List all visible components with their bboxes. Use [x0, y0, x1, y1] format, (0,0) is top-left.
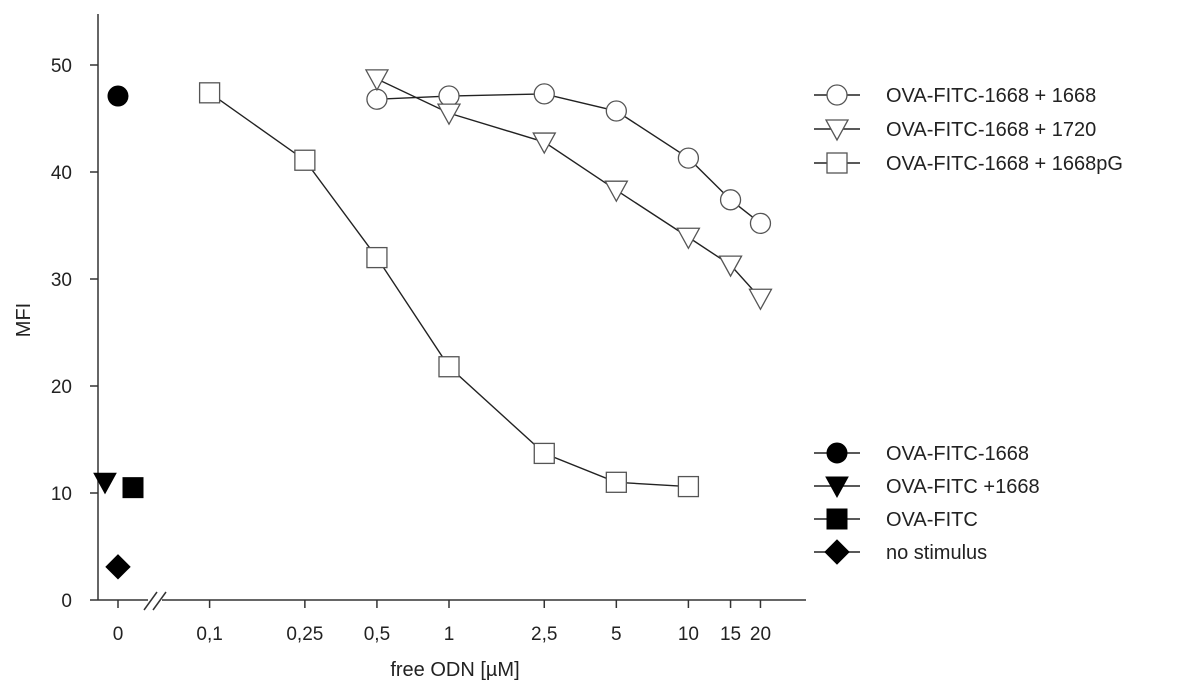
legend-label: no stimulus [886, 542, 987, 564]
data-point [438, 85, 460, 107]
series-group [366, 83, 772, 235]
y-tick-label: 0 [61, 591, 72, 612]
data-point [748, 288, 773, 311]
series-line [376, 78, 761, 299]
x-tick-label: 0 [113, 624, 124, 645]
legend-marker [826, 84, 848, 106]
y-tick-label: 50 [51, 56, 72, 77]
legend-item: OVA-FITC-1668 + 1668pG [814, 152, 1123, 175]
series-group [364, 69, 773, 311]
y-tick-label: 40 [51, 163, 72, 184]
control-data-point [122, 477, 144, 499]
y-axis-ticks: 0 10 20 30 40 50 [51, 56, 98, 612]
x-tick-label: 20 [750, 624, 771, 645]
x-tick-label: 0,5 [364, 624, 390, 645]
data-point [364, 69, 390, 92]
x-tick-label: 0,1 [196, 624, 222, 645]
data-point [749, 212, 772, 235]
data-point [294, 149, 316, 171]
y-tick-label: 20 [51, 377, 72, 398]
legend-item: no stimulus [814, 539, 987, 565]
x-tick-label: 2,5 [531, 624, 557, 645]
x-axis-label: free ODN [µM] [390, 659, 519, 681]
control-data-point [105, 554, 131, 580]
legend-marker [826, 508, 848, 530]
data-point [366, 246, 388, 269]
legend-item: OVA-FITC-1668 [814, 442, 1029, 465]
data-point [198, 82, 221, 104]
legend-item: OVA-FITC [814, 508, 978, 531]
x-tick-label: 5 [611, 624, 622, 645]
legend-marker [826, 442, 848, 464]
series-group [198, 82, 700, 498]
legend-controls: OVA-FITC-1668 OVA-FITC +1668 OVA-FITC no st… [814, 442, 1040, 565]
x-tick-label: 1 [444, 624, 455, 645]
y-tick-label: 30 [51, 270, 72, 291]
data-point [436, 103, 462, 126]
data-point [366, 88, 388, 110]
control-data-point [107, 85, 129, 107]
legend-label: OVA-FITC-1668 + 1668pG [886, 153, 1123, 175]
data-point [677, 147, 700, 169]
data-point [718, 255, 743, 278]
axis-break-mark [152, 591, 167, 611]
legend-marker [825, 476, 849, 499]
axes [97, 14, 806, 611]
data-point [605, 471, 627, 493]
legend-item: OVA-FITC-1668 + 1668 [814, 84, 1096, 107]
data-point [533, 442, 555, 465]
x-axis-ticks: 0 0,1 0,25 0,5 1 2,5 5 10 15 20 [113, 600, 771, 645]
axis-break-mark [143, 591, 158, 611]
x-tick-label: 10 [678, 624, 699, 645]
control-data-point [93, 472, 117, 495]
legend-series: OVA-FITC-1668 + 1668 OVA-FITC-1668 + 1720… [814, 84, 1123, 175]
legend-label: OVA-FITC +1668 [886, 476, 1040, 498]
legend-item: OVA-FITC-1668 + 1720 [814, 119, 1096, 142]
legend-label: OVA-FITC-1668 + 1720 [886, 119, 1096, 141]
data-point [676, 227, 701, 250]
legend-item: OVA-FITC +1668 [814, 476, 1040, 499]
y-tick-label: 10 [51, 484, 72, 505]
series-layer [198, 69, 773, 498]
legend-marker [826, 152, 848, 174]
y-axis-label: MFI [13, 303, 35, 337]
control-points-layer [93, 85, 144, 580]
legend-label: OVA-FITC-1668 + 1668 [886, 85, 1096, 107]
x-tick-label: 0,25 [286, 624, 323, 645]
data-point [438, 356, 460, 378]
data-point [719, 189, 742, 211]
x-tick-label: 15 [720, 624, 741, 645]
data-point [605, 100, 627, 122]
legend-marker [824, 119, 850, 142]
legend-label: OVA-FITC-1668 [886, 443, 1029, 465]
legend-label: OVA-FITC [886, 509, 978, 531]
legend-marker [824, 539, 850, 565]
data-point [533, 83, 555, 105]
series-line [209, 92, 689, 488]
data-point [677, 475, 700, 498]
data-point [604, 180, 629, 203]
data-point [532, 132, 557, 155]
